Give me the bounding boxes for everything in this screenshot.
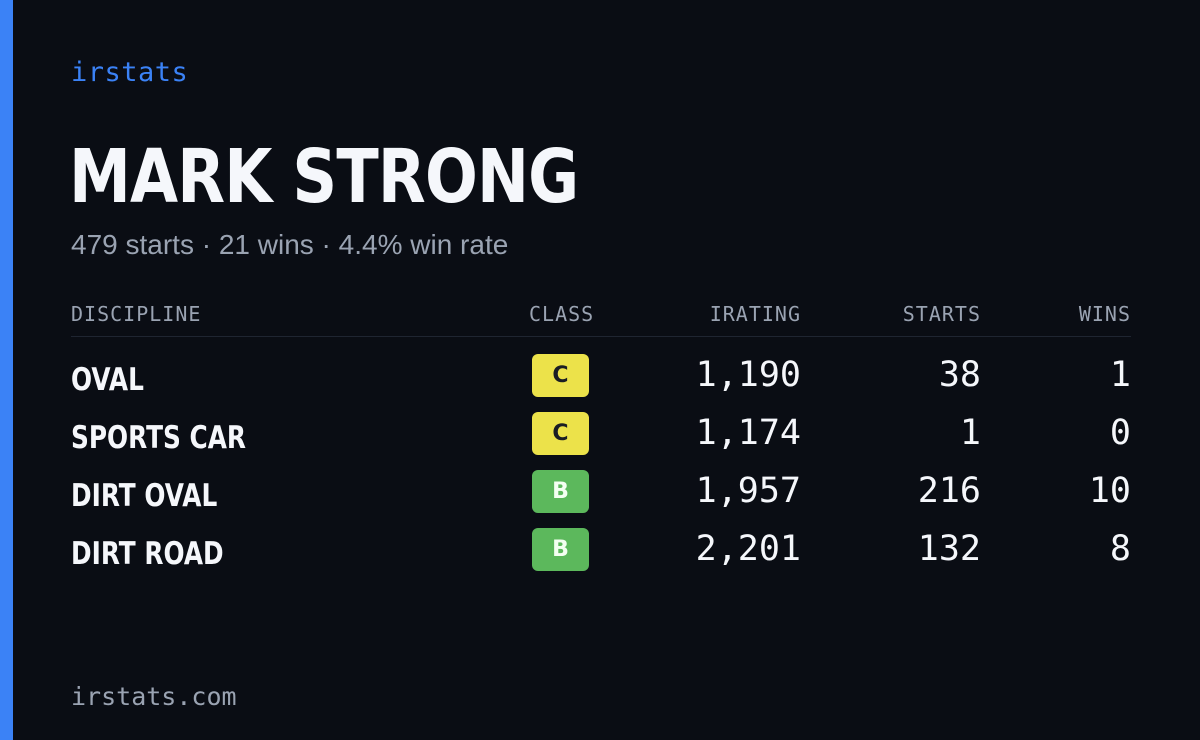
footer-url: irstats.com [71,682,237,711]
table-row: DIRT OVAL B 1,957 216 10 [71,470,1131,528]
header-class: CLASS [529,302,595,326]
wins-value: 8 [1109,529,1131,569]
wins-value: 1 [1109,355,1131,395]
header-wins: WINS [1078,302,1131,326]
wins-value: 10 [1088,471,1131,511]
irating-value: 2,201 [695,529,801,569]
accent-bar [0,0,13,740]
starts-value: 38 [938,355,981,395]
table-row: OVAL C 1,190 38 1 [71,354,1131,412]
class-badge: B [532,528,589,571]
license-table: DISCIPLINE CLASS IRATING STARTS WINS OVA… [71,300,1131,586]
player-summary: 479 starts · 21 wins · 4.4% win rate [71,229,509,260]
table-header: DISCIPLINE CLASS IRATING STARTS WINS [71,300,1131,337]
irating-value: 1,174 [695,413,801,453]
table-row: DIRT ROAD B 2,201 132 8 [71,528,1131,586]
header-irating: IRATING [709,302,801,326]
starts-value: 216 [917,471,981,511]
irating-value: 1,190 [695,355,801,395]
starts-value: 132 [917,529,981,569]
class-badge: B [532,470,589,513]
table-row: SPORTS CAR C 1,174 1 0 [71,412,1131,470]
starts-value: 1 [959,413,981,453]
discipline-name: DIRT OVAL [71,478,218,514]
discipline-name: OVAL [71,362,144,398]
brand-logo-text: irstats [71,57,189,88]
discipline-name: DIRT ROAD [71,536,224,572]
class-badge: C [532,412,589,455]
wins-value: 0 [1109,413,1131,453]
header-discipline: DISCIPLINE [71,302,202,326]
class-badge: C [532,354,589,397]
header-starts: STARTS [902,302,981,326]
player-name: MARK STRONG [69,134,579,220]
table-body: OVAL C 1,190 38 1 SPORTS CAR C 1,174 1 0… [71,354,1131,586]
discipline-name: SPORTS CAR [71,420,247,456]
irating-value: 1,957 [695,471,801,511]
